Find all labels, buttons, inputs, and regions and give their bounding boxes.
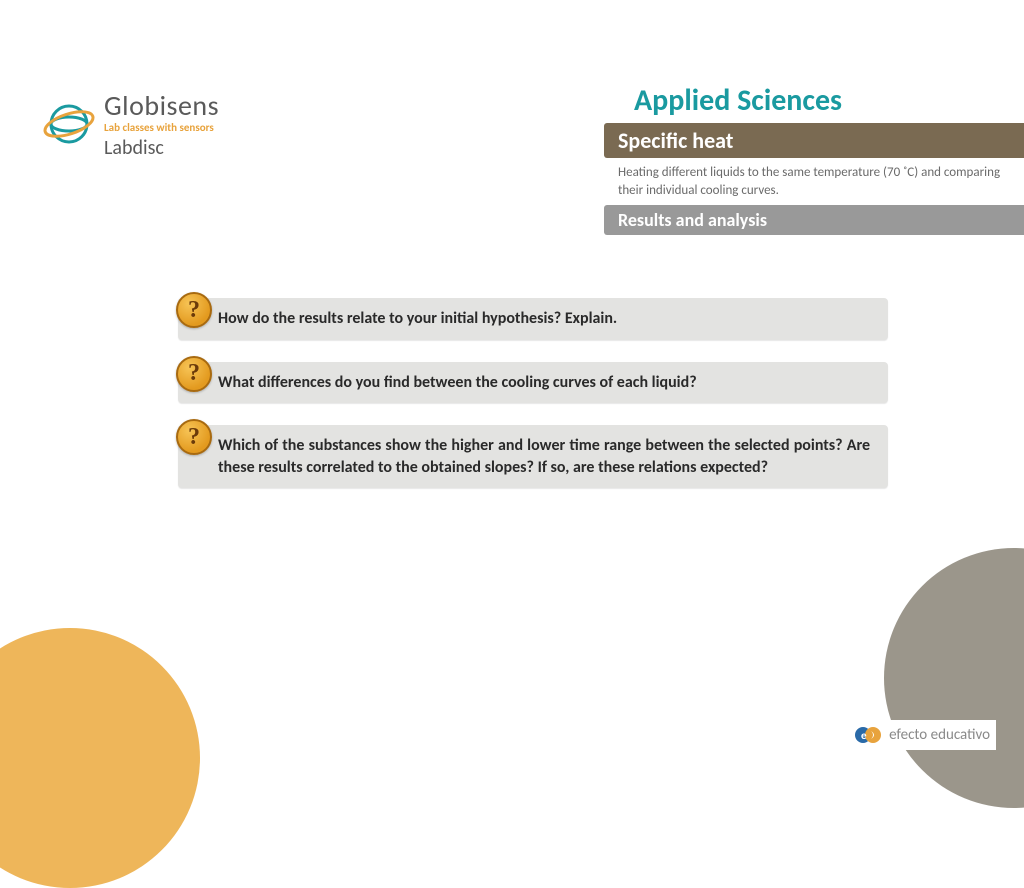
question-mark-icon: ? [176,419,212,455]
logo-subbrand: Labdisc [104,136,219,160]
topic-description: Heating different liquids to the same te… [604,158,1024,205]
brand-logo: Globisens Lab classes with sensors Labdi… [42,88,219,160]
question-text: How do the results relate to your initia… [178,298,888,340]
svg-text:e: e [861,729,867,742]
topic-bar: Specific heat [604,123,1024,158]
question-text: Which of the substances show the higher … [178,425,888,488]
question-text: What differences do you find between the… [178,362,888,404]
question-mark-icon: ? [176,356,212,392]
logo-tagline: Lab classes with sensors [104,121,219,134]
question-item: ? How do the results relate to your init… [178,298,888,340]
category-title: Applied Sciences [604,82,1024,123]
decor-circle-grey [884,548,1024,808]
question-item: ? Which of the substances show the highe… [178,425,888,488]
globe-icon [42,100,96,148]
decor-circle-orange [0,628,200,888]
section-bar: Results and analysis [604,205,1024,235]
question-mark-icon: ? [176,292,212,328]
footer-brand-name: efecto educativo [889,726,990,744]
footer-logo-icon: e [855,724,881,746]
logo-name: Globisens [104,88,219,123]
header-panel: Applied Sciences Specific heat Heating d… [604,82,1024,235]
footer-brand: e efecto educativo [849,720,996,750]
question-item: ? What differences do you find between t… [178,362,888,404]
question-list: ? How do the results relate to your init… [178,298,888,510]
